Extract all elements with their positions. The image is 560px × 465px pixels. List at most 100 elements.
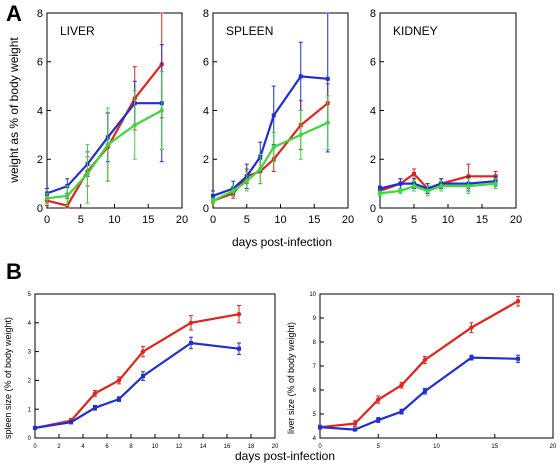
series-line xyxy=(46,109,163,200)
y-tick-label: 5 xyxy=(28,292,32,298)
series-green xyxy=(377,178,498,197)
chart-title: SPLEEN xyxy=(226,24,273,38)
data-point xyxy=(33,425,37,430)
y-tick-label: 8 xyxy=(37,8,43,20)
data-point xyxy=(466,183,471,189)
x-tick-label: 10 xyxy=(108,214,120,226)
series-green xyxy=(210,95,330,204)
y-tick-label: 0 xyxy=(37,203,43,215)
y-tick-label: 6 xyxy=(203,57,209,69)
data-point xyxy=(398,188,403,194)
data-point xyxy=(439,183,444,189)
x-tick-label: 15 xyxy=(476,214,488,226)
series-line xyxy=(319,356,519,431)
data-point xyxy=(422,389,427,394)
chart-B2: 4 5 6 7 8 9 10 0 5 10 15 20 xyxy=(309,292,557,450)
x-tick-label: 20 xyxy=(510,214,522,226)
b1-ylabel: spleen size (% of body weight) xyxy=(3,317,13,439)
data-point xyxy=(399,383,404,388)
data-point xyxy=(325,120,330,125)
series-blue xyxy=(211,12,330,202)
chart-A1: 0 2 4 6 8 0 5 10 15 20 LIVER xyxy=(37,8,188,226)
series-red xyxy=(44,12,164,209)
series-line xyxy=(46,63,163,207)
data-point xyxy=(398,181,403,186)
y-tick-label: 7 xyxy=(313,364,317,370)
data-point xyxy=(515,299,521,304)
data-point xyxy=(412,171,416,176)
data-point xyxy=(318,425,322,430)
b-xlabel: days post-infection xyxy=(235,449,335,463)
x-tick-label: 0 xyxy=(377,214,383,226)
panel-label-b: B xyxy=(6,259,22,284)
x-tick-label: 16 xyxy=(224,444,231,450)
series-blue xyxy=(45,44,164,199)
data-point xyxy=(469,355,474,360)
x-tick-label: 20 xyxy=(272,444,279,450)
x-tick-label: 15 xyxy=(308,214,320,226)
data-point xyxy=(188,320,194,325)
data-point xyxy=(65,193,70,199)
series-line xyxy=(46,102,162,195)
y-tick-label: 5 xyxy=(313,412,317,418)
y-tick-label: 6 xyxy=(37,57,43,69)
data-point xyxy=(399,409,404,414)
data-point xyxy=(271,113,276,118)
x-tick-label: 2 xyxy=(57,444,61,450)
data-point xyxy=(422,357,428,363)
x-tick-label: 0 xyxy=(44,214,50,226)
series-red xyxy=(32,305,242,431)
series-green xyxy=(44,71,164,207)
series-line xyxy=(34,313,240,429)
data-point xyxy=(352,421,358,426)
x-tick-label: 5 xyxy=(411,214,417,226)
data-point xyxy=(411,183,417,189)
data-point xyxy=(325,76,330,81)
data-point xyxy=(85,171,90,177)
series-red xyxy=(317,295,521,430)
data-point xyxy=(376,418,381,422)
b2-ylabel: liver size (% of body weight) xyxy=(286,322,296,434)
data-point xyxy=(271,144,276,150)
data-point xyxy=(493,181,498,186)
series-blue xyxy=(318,354,521,432)
x-tick-label: 10 xyxy=(442,214,454,226)
y-tick-label: 1 xyxy=(28,407,32,413)
series-line xyxy=(212,75,328,197)
series-line xyxy=(34,341,240,429)
x-tick-label: 10 xyxy=(274,214,286,226)
data-point xyxy=(352,427,357,432)
data-point xyxy=(377,191,383,196)
y-tick-label: 10 xyxy=(309,292,316,298)
data-point xyxy=(117,397,121,402)
x-tick-label: 0 xyxy=(318,444,322,450)
data-point xyxy=(132,122,137,128)
series-line xyxy=(319,300,519,429)
data-point xyxy=(298,74,303,79)
data-point xyxy=(211,193,215,198)
chart-A3: 0 2 4 6 8 0 5 10 15 20 KIDNEY xyxy=(370,8,522,226)
series-blue xyxy=(33,336,241,430)
data-point xyxy=(44,196,50,201)
y-tick-label: 4 xyxy=(203,105,209,117)
plot-frame xyxy=(319,293,554,439)
y-tick-label: 6 xyxy=(370,57,376,69)
data-point xyxy=(92,391,98,396)
data-point xyxy=(189,340,193,345)
data-point xyxy=(425,188,430,194)
y-tick-label: 2 xyxy=(37,154,43,166)
y-tick-label: 9 xyxy=(313,316,317,322)
x-tick-label: 8 xyxy=(129,444,133,450)
data-point xyxy=(210,198,216,203)
chart-A2: 0 2 4 6 8 0 5 10 15 20 SPLEEN xyxy=(203,8,354,226)
y-tick-label: 8 xyxy=(370,8,376,20)
x-tick-label: 20 xyxy=(550,444,557,450)
x-tick-label: 5 xyxy=(244,214,250,226)
y-tick-label: 6 xyxy=(313,388,317,394)
y-tick-label: 4 xyxy=(37,105,43,117)
y-tick-label: 2 xyxy=(370,154,376,166)
y-tick-label: 0 xyxy=(28,436,32,442)
y-tick-label: 3 xyxy=(28,350,32,356)
